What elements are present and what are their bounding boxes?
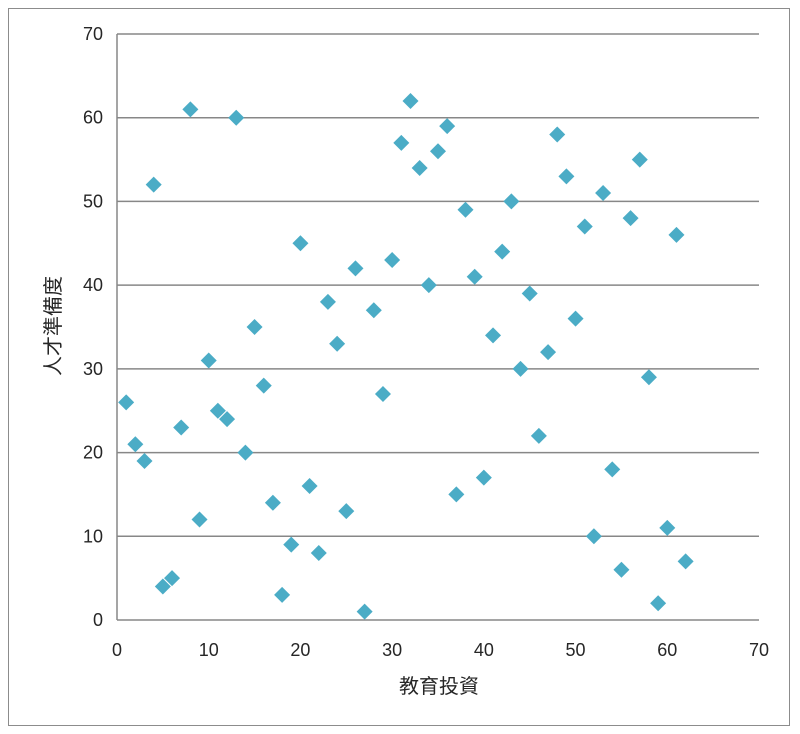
x-tick-labels: 0 10 20 30 40 50 60 70	[112, 640, 769, 660]
data-point	[209, 402, 226, 419]
data-point	[136, 452, 153, 469]
data-point	[659, 519, 676, 536]
gridlines	[117, 33, 759, 538]
x-axis-label: 教育投資	[399, 675, 479, 698]
data-point	[182, 101, 199, 118]
data-point	[164, 570, 181, 587]
x-tick-label: 0	[112, 640, 122, 660]
data-point	[631, 151, 648, 168]
data-point	[237, 444, 254, 461]
data-point	[604, 461, 621, 478]
y-tick-label: 30	[83, 359, 103, 379]
y-tick-label: 10	[83, 526, 103, 546]
data-point	[595, 185, 612, 202]
data-point	[255, 377, 272, 394]
data-point	[228, 109, 245, 126]
data-point	[393, 134, 410, 151]
data-point	[329, 335, 346, 352]
data-point	[439, 118, 456, 135]
data-point	[292, 235, 309, 252]
data-point	[264, 494, 281, 511]
data-point	[503, 193, 520, 210]
y-tick-label: 60	[83, 108, 103, 128]
data-point	[512, 360, 529, 377]
data-point	[457, 201, 474, 218]
y-tick-label: 20	[83, 443, 103, 463]
data-point	[127, 436, 144, 453]
data-point	[585, 528, 602, 545]
x-tick-label: 60	[657, 640, 677, 660]
y-tick-label: 40	[83, 275, 103, 295]
data-point	[301, 478, 318, 495]
data-point	[420, 277, 437, 294]
data-point	[622, 210, 639, 227]
data-point	[576, 218, 593, 235]
data-point	[246, 319, 263, 335]
data-point	[521, 285, 538, 302]
data-point	[411, 159, 428, 176]
data-point	[274, 586, 291, 603]
axes	[116, 34, 759, 621]
data-point	[347, 260, 364, 277]
x-tick-label: 40	[474, 640, 494, 660]
data-point	[466, 268, 483, 285]
x-tick-label: 70	[749, 640, 769, 660]
data-point	[540, 344, 557, 361]
y-tick-label: 70	[83, 24, 103, 44]
data-point	[154, 578, 171, 595]
data-point	[200, 352, 217, 369]
data-point	[365, 302, 382, 319]
data-point	[494, 243, 511, 260]
x-tick-label: 50	[566, 640, 586, 660]
data-point	[191, 511, 208, 528]
data-point	[558, 168, 575, 185]
data-point	[402, 92, 419, 109]
data-point	[145, 176, 162, 193]
data-point	[384, 252, 401, 269]
y-tick-labels: 0 10 20 30 40 50 60 70	[83, 24, 103, 630]
data-point	[650, 595, 667, 612]
x-tick-label: 30	[382, 640, 402, 660]
data-point	[613, 561, 630, 578]
data-point	[475, 469, 492, 486]
data-point	[668, 226, 685, 243]
data-point	[677, 553, 694, 570]
y-tick-label: 0	[93, 610, 103, 630]
y-tick-label: 50	[83, 191, 103, 211]
data-point	[448, 486, 465, 503]
data-point	[567, 310, 584, 327]
data-point	[374, 385, 391, 402]
data-point	[283, 536, 300, 553]
data-points	[118, 92, 694, 620]
data-point	[640, 369, 657, 386]
data-point	[173, 419, 190, 436]
x-tick-label: 10	[199, 640, 219, 660]
data-point	[530, 427, 547, 444]
data-point	[310, 545, 327, 562]
data-point	[430, 143, 446, 160]
data-point	[219, 411, 236, 428]
data-point	[356, 603, 373, 620]
data-point	[319, 293, 336, 310]
data-point	[485, 327, 502, 344]
x-tick-label: 20	[290, 640, 310, 660]
data-point	[338, 503, 355, 520]
data-point	[118, 394, 135, 411]
y-axis-label: 人才準備度	[42, 276, 65, 376]
data-point	[549, 126, 566, 143]
